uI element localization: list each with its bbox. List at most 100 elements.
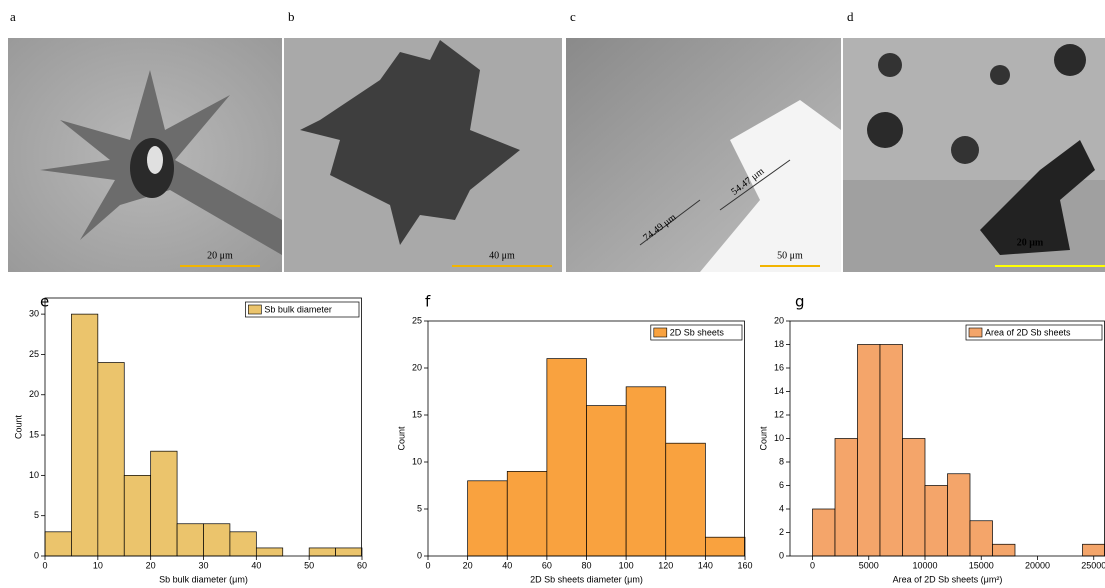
y-tick-label: 6: [779, 480, 784, 490]
x-tick-label: 10000: [912, 560, 937, 570]
y-tick-label: 2: [779, 527, 784, 537]
y-tick-label: 5: [417, 503, 422, 513]
y-tick-label: 0: [34, 550, 39, 560]
bar: [230, 532, 256, 556]
y-axis-label: Count: [13, 415, 23, 440]
scale-bar-label: 20 μm: [1017, 237, 1044, 248]
y-tick-label: 25: [29, 349, 39, 359]
bar: [858, 345, 881, 557]
bar: [336, 548, 362, 556]
bar: [666, 443, 706, 556]
bar: [970, 521, 993, 556]
scale-bar-label: 50 μm: [777, 250, 803, 261]
bar: [124, 475, 150, 556]
y-tick-label: 0: [779, 550, 784, 560]
y-tick-label: 25: [412, 315, 422, 325]
y-tick-label: 10: [29, 470, 39, 480]
y-tick-label: 20: [29, 389, 39, 399]
bar: [204, 524, 230, 556]
y-tick-label: 8: [779, 456, 784, 466]
y-tick-label: 12: [774, 409, 784, 419]
x-tick-label: 40: [502, 560, 512, 570]
bar: [835, 439, 858, 557]
legend-label: Sb bulk diameter: [264, 304, 332, 314]
x-tick-label: 20: [146, 560, 156, 570]
bar: [256, 548, 282, 556]
bar: [1083, 544, 1105, 556]
scale-bar-label: 40 μm: [489, 250, 515, 261]
bar: [468, 481, 508, 556]
micrograph-c: [566, 38, 841, 272]
y-tick-label: 16: [774, 362, 784, 372]
bar: [45, 532, 71, 556]
bar: [587, 406, 627, 556]
y-axis-label: Count: [758, 426, 768, 451]
bar: [903, 439, 926, 557]
micrograph-d: [843, 38, 1105, 272]
panel-label: a: [10, 9, 16, 24]
y-tick-label: 20: [412, 362, 422, 372]
x-tick-label: 10: [93, 560, 103, 570]
x-tick-label: 0: [425, 560, 430, 570]
x-tick-label: 5000: [859, 560, 879, 570]
y-tick-label: 0: [417, 550, 422, 560]
legend-swatch: [248, 305, 261, 314]
bar: [948, 474, 971, 556]
bar: [547, 359, 587, 556]
legend-swatch: [969, 328, 982, 337]
y-tick-label: 15: [412, 409, 422, 419]
y-tick-label: 10: [412, 456, 422, 466]
bar: [880, 345, 903, 557]
legend-label: 2D Sb sheets: [670, 327, 725, 337]
y-tick-label: 30: [29, 309, 39, 319]
y-tick-label: 15: [29, 429, 39, 439]
x-tick-label: 15000: [969, 560, 994, 570]
bar: [71, 314, 97, 556]
x-tick-label: 20000: [1025, 560, 1050, 570]
panel-label: c: [570, 9, 576, 24]
bar: [98, 363, 124, 557]
bar: [626, 387, 666, 556]
x-tick-label: 0: [810, 560, 815, 570]
micrograph-a: [8, 38, 282, 272]
y-tick-label: 18: [774, 339, 784, 349]
figure: a20 μmb40 μmc50 μm74.49 μm54.47 μmd20 μm…: [0, 0, 1105, 588]
y-tick-label: 10: [774, 433, 784, 443]
x-axis-label: Sb bulk diameter (μm): [159, 574, 248, 584]
bar: [813, 509, 836, 556]
x-tick-label: 100: [619, 560, 634, 570]
x-tick-label: 40: [251, 560, 261, 570]
x-tick-label: 60: [357, 560, 367, 570]
x-tick-label: 25000: [1081, 560, 1105, 570]
legend-swatch: [654, 328, 667, 337]
bar: [993, 544, 1016, 556]
x-axis-label: 2D Sb sheets diameter (μm): [530, 574, 643, 584]
y-tick-label: 5: [34, 510, 39, 520]
bar: [507, 471, 547, 556]
panel-label: d: [847, 9, 854, 24]
panel-label: f: [425, 293, 431, 311]
legend-label: Area of 2D Sb sheets: [985, 327, 1071, 337]
bar: [177, 524, 203, 556]
y-tick-label: 4: [779, 503, 784, 513]
x-tick-label: 0: [42, 560, 47, 570]
x-tick-label: 30: [198, 560, 208, 570]
bar: [705, 537, 745, 556]
bar: [309, 548, 335, 556]
x-tick-label: 60: [542, 560, 552, 570]
x-axis-label: Area of 2D Sb sheets (μm²): [893, 574, 1003, 584]
x-tick-label: 160: [737, 560, 752, 570]
panel-label: b: [288, 9, 295, 24]
bar: [151, 451, 177, 556]
x-tick-label: 120: [658, 560, 673, 570]
panel-label: g: [795, 293, 805, 311]
x-tick-label: 50: [304, 560, 314, 570]
bar: [925, 486, 948, 557]
x-tick-label: 20: [463, 560, 473, 570]
panel-label: e: [40, 293, 49, 311]
x-tick-label: 80: [581, 560, 591, 570]
y-tick-label: 14: [774, 386, 784, 396]
y-axis-label: Count: [396, 426, 406, 451]
y-tick-label: 20: [774, 315, 784, 325]
scale-bar-label: 20 μm: [207, 250, 233, 261]
